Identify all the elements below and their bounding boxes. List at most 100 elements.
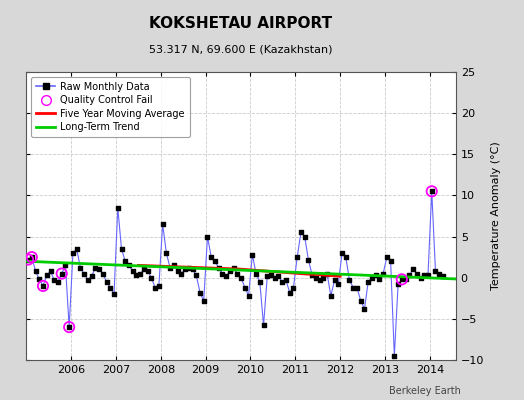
Point bbox=[439, 273, 447, 279]
Point bbox=[364, 279, 373, 285]
Point bbox=[383, 254, 391, 260]
Text: 53.317 N, 69.600 E (Kazakhstan): 53.317 N, 69.600 E (Kazakhstan) bbox=[149, 44, 333, 54]
Point bbox=[203, 233, 212, 240]
Point bbox=[121, 258, 129, 264]
Point bbox=[356, 298, 365, 304]
Point bbox=[76, 265, 84, 271]
Point bbox=[24, 256, 32, 263]
Point bbox=[405, 272, 413, 278]
Point bbox=[431, 268, 440, 274]
Point bbox=[256, 279, 264, 285]
Point bbox=[65, 324, 73, 330]
Point bbox=[58, 270, 66, 277]
Point bbox=[99, 270, 107, 277]
Point bbox=[379, 270, 387, 277]
Point bbox=[24, 256, 32, 263]
Point bbox=[170, 262, 178, 268]
Point bbox=[144, 268, 152, 274]
Point bbox=[259, 322, 268, 329]
Text: KOKSHETAU AIRPORT: KOKSHETAU AIRPORT bbox=[149, 16, 333, 31]
Point bbox=[282, 277, 290, 283]
Point bbox=[184, 265, 193, 271]
Point bbox=[128, 268, 137, 274]
Point bbox=[61, 262, 70, 268]
Point bbox=[326, 293, 335, 299]
Point bbox=[46, 268, 54, 274]
Point bbox=[65, 324, 73, 330]
Point bbox=[192, 272, 201, 278]
Point bbox=[28, 254, 36, 260]
Point bbox=[207, 254, 215, 260]
Y-axis label: Temperature Anomaly (°C): Temperature Anomaly (°C) bbox=[491, 142, 501, 290]
Point bbox=[35, 276, 43, 282]
Point bbox=[218, 270, 226, 277]
Point bbox=[319, 274, 328, 281]
Point bbox=[140, 266, 148, 273]
Point bbox=[289, 284, 298, 291]
Point bbox=[330, 277, 339, 283]
Point bbox=[151, 284, 159, 291]
Point bbox=[244, 293, 253, 299]
Point bbox=[270, 274, 279, 281]
Point bbox=[361, 306, 369, 312]
Point bbox=[375, 276, 384, 282]
Point bbox=[286, 289, 294, 296]
Point bbox=[435, 270, 443, 277]
Point bbox=[54, 279, 62, 285]
Point bbox=[147, 274, 156, 281]
Point bbox=[28, 254, 36, 260]
Point bbox=[248, 252, 257, 258]
Point bbox=[417, 274, 425, 281]
Point bbox=[372, 272, 380, 278]
Point bbox=[293, 254, 301, 260]
Point bbox=[353, 284, 361, 291]
Point bbox=[420, 272, 429, 278]
Point bbox=[237, 274, 245, 281]
Point bbox=[368, 274, 376, 281]
Point bbox=[308, 272, 316, 278]
Point bbox=[102, 279, 111, 285]
Point bbox=[58, 270, 66, 277]
Point bbox=[338, 250, 346, 256]
Point bbox=[304, 256, 313, 263]
Point bbox=[297, 229, 305, 236]
Point bbox=[409, 266, 417, 273]
Point bbox=[95, 266, 103, 273]
Text: Berkeley Earth: Berkeley Earth bbox=[389, 386, 461, 396]
Point bbox=[334, 281, 343, 288]
Point bbox=[252, 270, 260, 277]
Point bbox=[188, 266, 196, 273]
Point bbox=[342, 254, 350, 260]
Point bbox=[349, 284, 357, 291]
Point bbox=[136, 270, 145, 277]
Point bbox=[233, 270, 242, 277]
Point bbox=[125, 262, 133, 268]
Legend: Raw Monthly Data, Quality Control Fail, Five Year Moving Average, Long-Term Tren: Raw Monthly Data, Quality Control Fail, … bbox=[31, 77, 190, 137]
Point bbox=[300, 233, 309, 240]
Point bbox=[69, 250, 77, 256]
Point bbox=[196, 289, 204, 296]
Point bbox=[398, 276, 406, 282]
Point bbox=[158, 221, 167, 228]
Point bbox=[278, 279, 287, 285]
Point bbox=[91, 265, 100, 271]
Point bbox=[386, 258, 395, 264]
Point bbox=[312, 274, 320, 281]
Point bbox=[345, 277, 354, 283]
Point bbox=[114, 204, 122, 211]
Point bbox=[39, 283, 47, 289]
Point bbox=[39, 283, 47, 289]
Point bbox=[315, 277, 324, 283]
Point bbox=[117, 246, 126, 252]
Point bbox=[84, 277, 92, 283]
Point bbox=[226, 268, 234, 274]
Point bbox=[241, 284, 249, 291]
Point bbox=[222, 273, 231, 279]
Point bbox=[173, 268, 182, 274]
Point bbox=[424, 272, 432, 278]
Point bbox=[80, 270, 89, 277]
Point bbox=[132, 272, 140, 278]
Point bbox=[398, 276, 406, 282]
Point bbox=[428, 188, 436, 194]
Point bbox=[42, 272, 51, 278]
